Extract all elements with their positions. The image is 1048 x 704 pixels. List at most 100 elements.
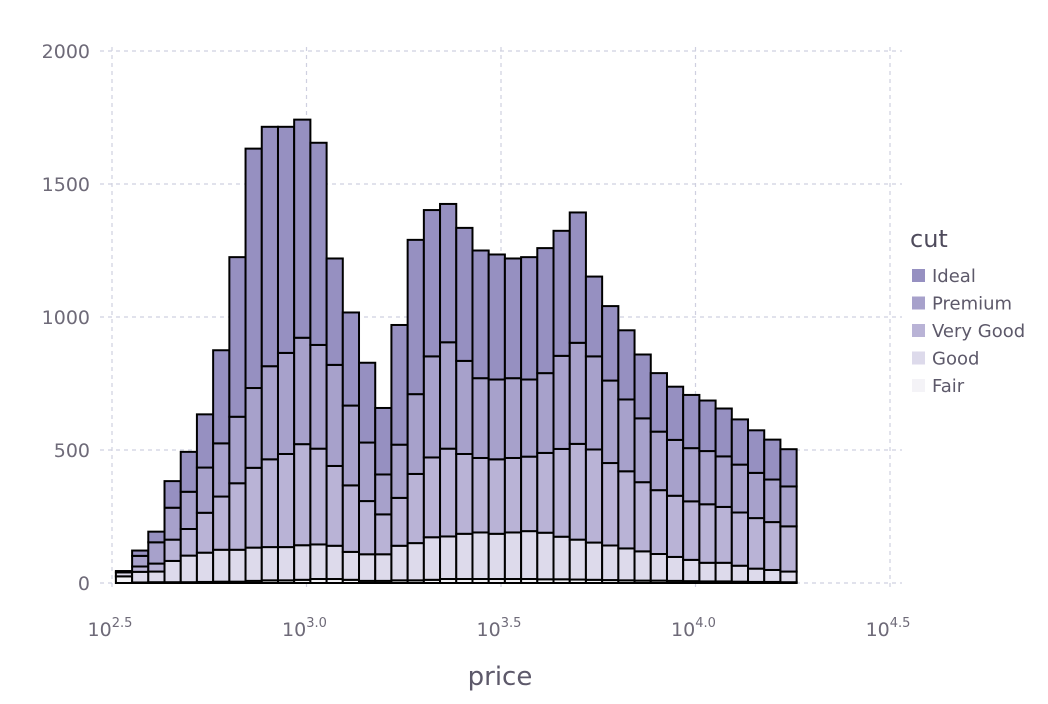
bar-premium (665, 438, 685, 497)
bar-good (374, 553, 393, 582)
bar-good (341, 550, 361, 581)
x-tick-base: 10 (866, 619, 890, 641)
bar-ideal (293, 118, 312, 339)
bar-very-good (147, 562, 166, 573)
bar-very-good (584, 448, 604, 544)
bar-very-good (163, 538, 182, 562)
x-axis-title: price (468, 662, 533, 692)
bar-premium (147, 541, 166, 565)
legend: cut Ideal Premium Very Good Good Fair (910, 225, 1025, 397)
bar-good (649, 553, 668, 582)
x-tick-base: 10 (88, 619, 112, 641)
bar-good (730, 564, 750, 583)
legend-label: Good (932, 349, 979, 370)
bar-ideal (665, 385, 685, 441)
bar-ideal (244, 147, 263, 390)
bar-ideal (730, 418, 750, 466)
bar-ideal (228, 256, 247, 418)
x-tick-label: 103.5 (477, 616, 522, 641)
bar-good (309, 543, 328, 581)
bar-ideal (276, 125, 296, 354)
bar-good (763, 568, 782, 583)
bar-premium (163, 506, 182, 541)
bar-ideal (390, 323, 409, 446)
bar-premium (455, 359, 474, 455)
bar-premium (747, 471, 766, 520)
bar-very-good (503, 456, 523, 534)
legend-swatch (912, 324, 925, 337)
bar-good (195, 551, 215, 583)
bar-good (682, 558, 701, 583)
bar-premium (552, 354, 571, 450)
bar-very-good (779, 525, 798, 573)
bar-ideal (503, 257, 523, 380)
bar-premium (682, 447, 701, 503)
bar-good (406, 542, 425, 582)
x-tick-exponent: 3.5 (501, 616, 522, 631)
bar-good (455, 532, 474, 581)
bar-good (714, 561, 733, 583)
bar-very-good (358, 500, 377, 556)
bar-very-good (601, 462, 620, 547)
bar-ideal (131, 549, 150, 557)
bar-premium (390, 443, 409, 499)
x-tick-exponent: 2.5 (112, 616, 133, 631)
y-tick-label: 2000 (42, 41, 90, 63)
bars (114, 118, 798, 585)
bar-good (325, 544, 344, 581)
bar-ideal (682, 393, 701, 450)
bar-very-good (276, 452, 296, 549)
bar-good (163, 559, 182, 584)
bar-ideal (114, 570, 134, 574)
bar-very-good (422, 456, 442, 539)
bar-very-good (341, 484, 361, 553)
bar-premium (179, 490, 198, 531)
x-tick-exponent: 3.0 (306, 616, 327, 631)
legend-label: Fair (932, 376, 965, 397)
bar-good (633, 550, 652, 582)
bar-very-good (390, 496, 409, 547)
bar-very-good (747, 517, 766, 570)
x-tick-label: 103.0 (282, 616, 327, 641)
bar-very-good (195, 511, 215, 554)
bar-good (422, 536, 442, 581)
bar-ideal (568, 211, 587, 344)
bar-premium (422, 355, 442, 459)
bar-ideal (617, 329, 636, 401)
bar-good (568, 538, 587, 581)
bar-good (698, 561, 717, 583)
legend-swatch (912, 379, 925, 392)
legend-title: cut (910, 225, 948, 253)
x-tick-base: 10 (282, 619, 306, 641)
bar-premium (439, 341, 458, 450)
bar-very-good (536, 451, 555, 534)
bar-good (552, 535, 571, 581)
bar-ideal (747, 429, 766, 474)
bar-ideal (698, 399, 717, 453)
x-tick-label: 104.0 (671, 616, 716, 641)
bar-premium (244, 387, 263, 469)
legend-swatch (912, 296, 925, 310)
bar-premium (260, 365, 279, 461)
bar-good (601, 544, 620, 582)
bar-premium (406, 393, 425, 475)
bar-ideal (649, 372, 668, 433)
bar-premium (601, 379, 620, 465)
bar-ideal (714, 407, 733, 458)
y-tick-label: 0 (78, 573, 90, 595)
bar-premium (471, 377, 490, 459)
y-axis-ticks: 0 500 1000 1500 2000 (42, 41, 90, 595)
legend-swatch (912, 269, 925, 282)
bar-ideal (325, 257, 344, 366)
bar-very-good (487, 458, 506, 535)
bar-premium (503, 377, 523, 459)
bar-ideal (633, 353, 652, 420)
bar-ideal (309, 141, 328, 346)
bar-very-good (520, 455, 539, 533)
bar-good (293, 544, 312, 581)
bar-very-good (633, 481, 652, 553)
bar-premium (698, 450, 717, 506)
bar-ideal (406, 238, 425, 396)
bar-ideal (422, 209, 442, 358)
